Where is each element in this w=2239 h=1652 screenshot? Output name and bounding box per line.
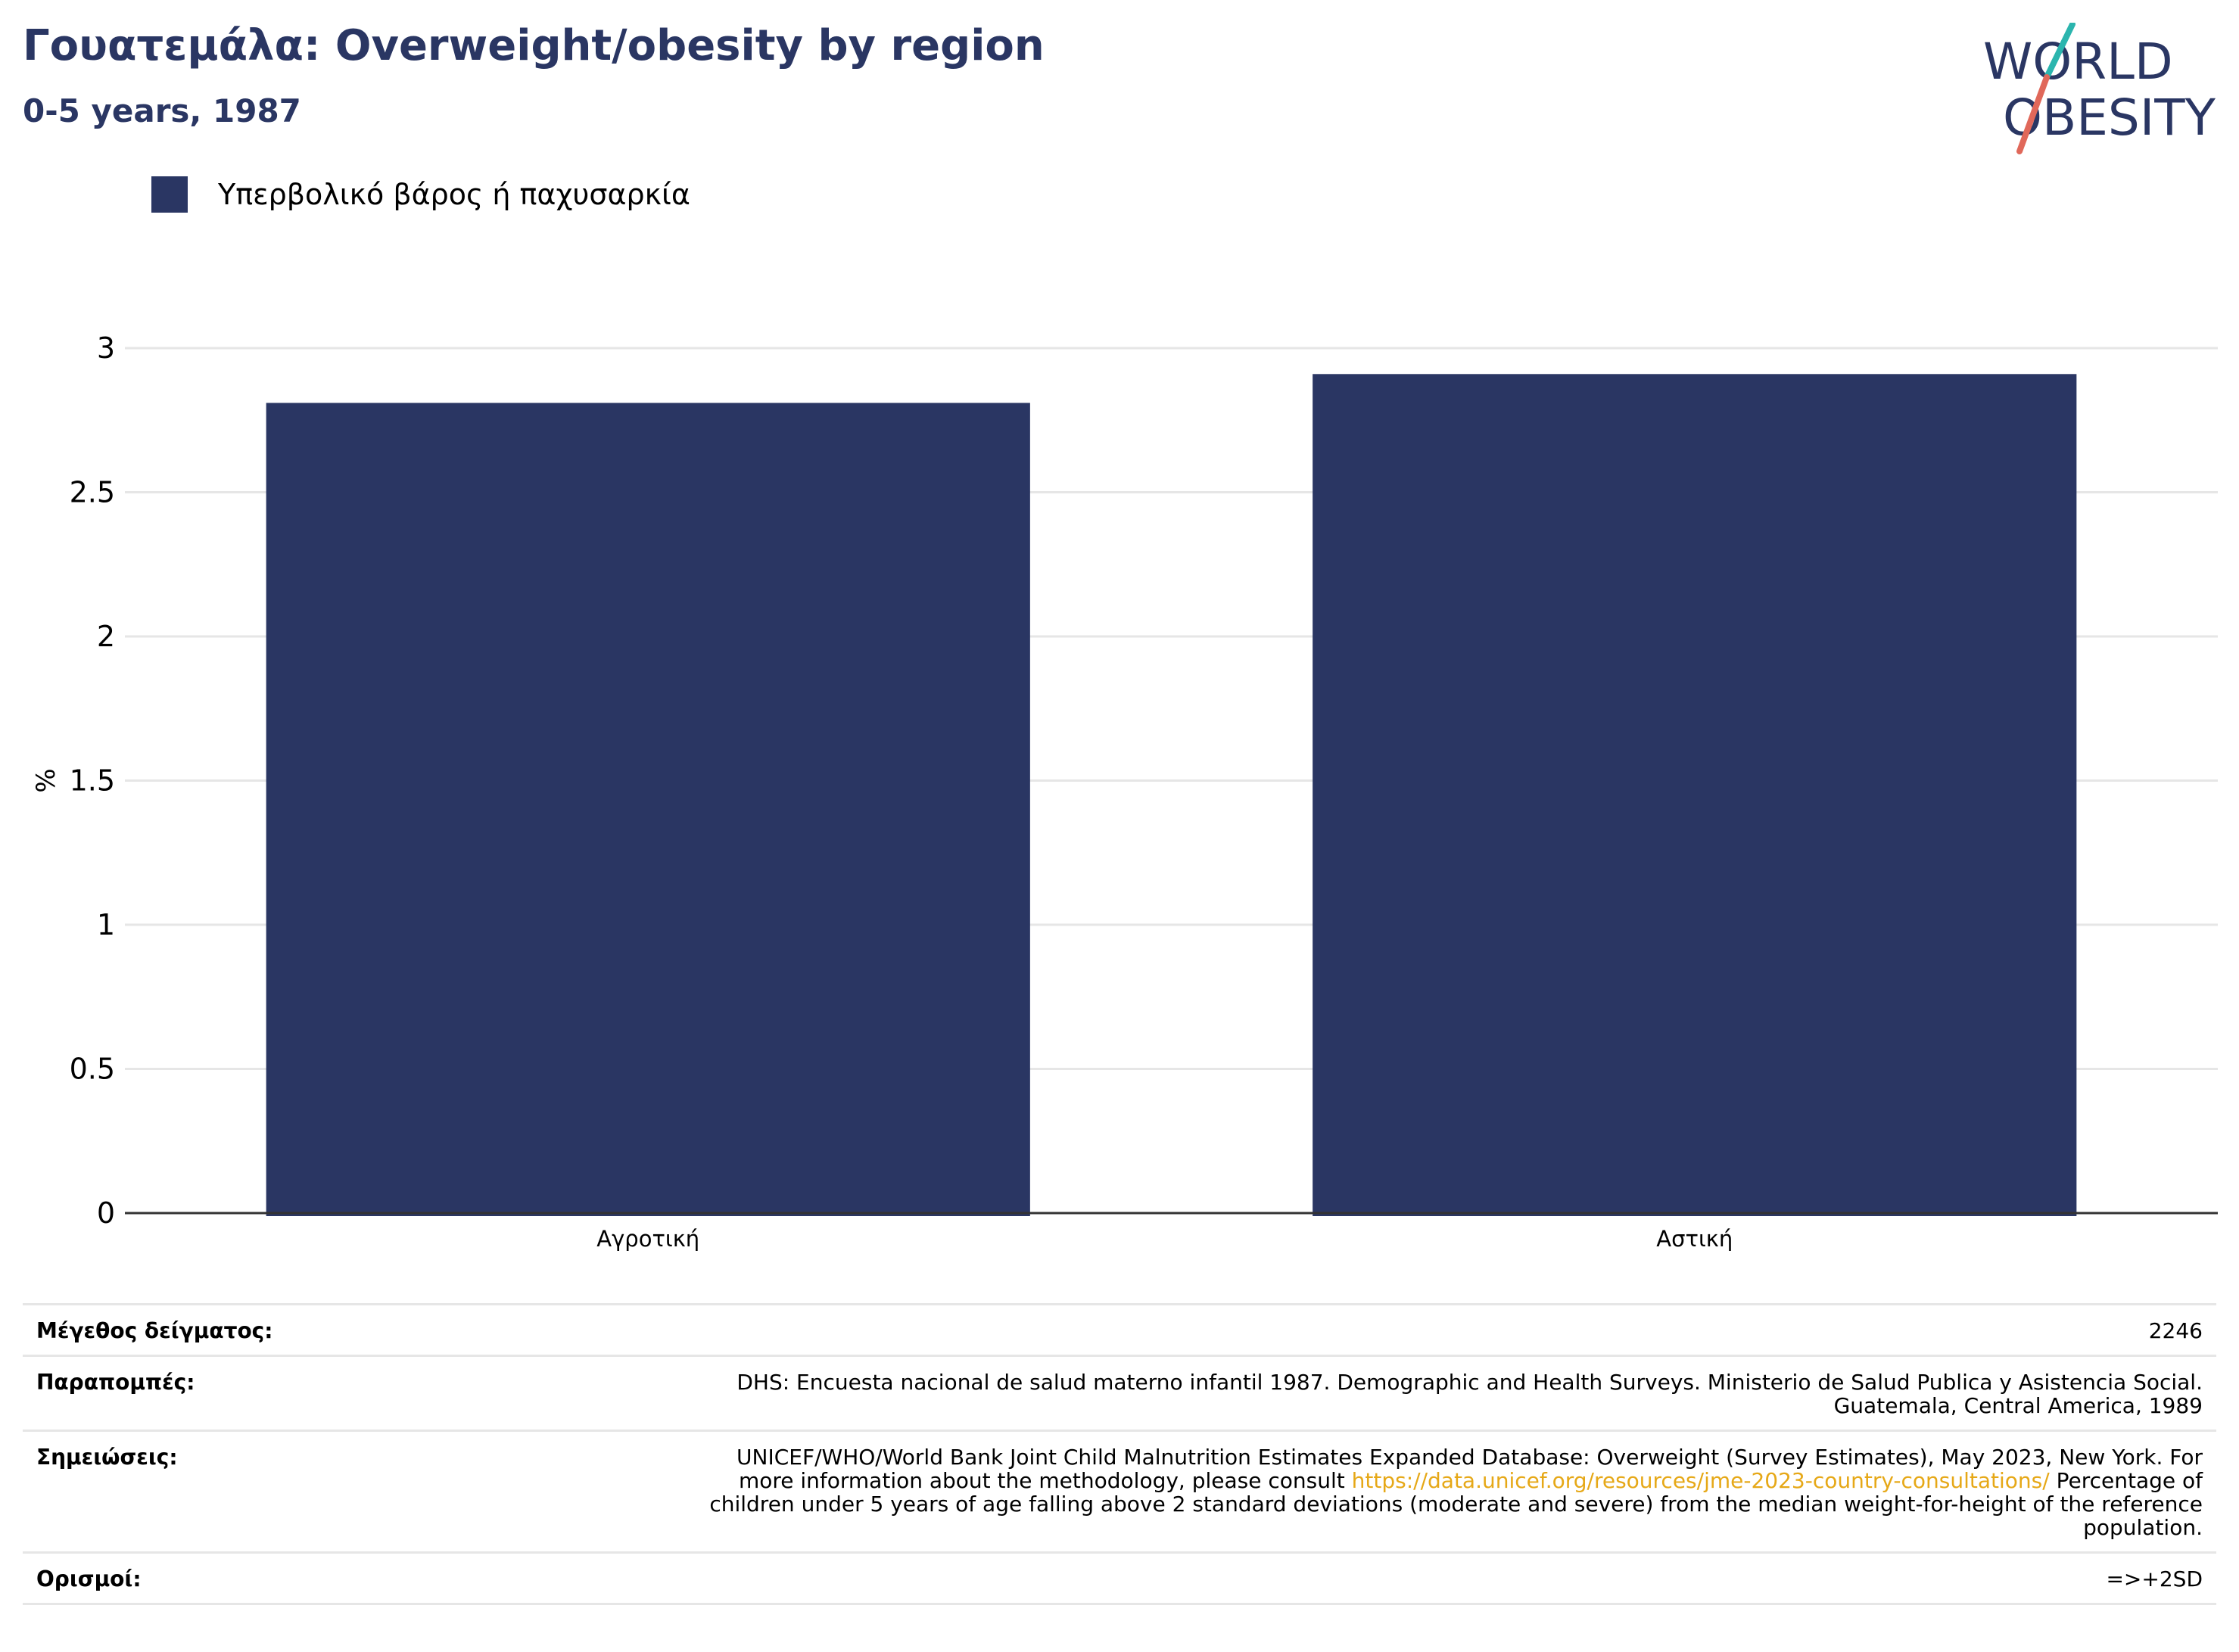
references-row: Παραπομπές: DHS: Encuesta nacional de sa…	[23, 1355, 2216, 1430]
notes-label: Σημειώσεις:	[36, 1445, 178, 1470]
methodology-link[interactable]: https://data.unicef.org/resources/jme-20…	[1351, 1468, 2050, 1493]
bar	[1313, 374, 2077, 1216]
logo-word-world: WORLD	[1983, 33, 2173, 91]
references-line-1: DHS: Encuesta nacional de salud materno …	[736, 1370, 2203, 1395]
metadata-table: Μέγεθος δείγματος: 2246 Παραπομπές: DHS:…	[23, 1303, 2216, 1605]
references-label: Παραπομπές:	[36, 1370, 195, 1395]
legend-swatch	[151, 176, 188, 213]
y-tick-label: 3	[97, 331, 115, 365]
notes-row: Σημειώσεις: UNICEF/WHO/World Bank Joint …	[23, 1430, 2216, 1551]
y-tick-label: 2	[97, 620, 115, 653]
bar-chart: 0 0.5 1 1.5 2 2.5 3% Αγροτική Αστική	[31, 331, 2218, 1252]
references-value: DHS: Encuesta nacional de salud materno …	[736, 1370, 2203, 1417]
y-tick-label: 2.5	[70, 476, 115, 509]
bar	[266, 403, 1030, 1216]
references-line-2: Guatemala, Central America, 1989	[1833, 1393, 2203, 1418]
definitions-value: =>+2SD	[2106, 1566, 2203, 1591]
logo-slash-teal	[2044, 23, 2076, 80]
y-tick-label: 1.5	[70, 764, 115, 798]
logo-slash-red	[2016, 74, 2050, 154]
y-tick-label: 1	[97, 908, 115, 941]
notes-line-2-pre: more information about the methodology, …	[738, 1468, 1352, 1493]
world-obesity-logo: WORLD OBESITY	[1983, 23, 2216, 154]
definitions-row: Ορισμοί: =>+2SD	[23, 1551, 2216, 1605]
sample-size-label: Μέγεθος δείγματος:	[36, 1318, 273, 1343]
sample-size-row: Μέγεθος δείγματος: 2246	[23, 1303, 2216, 1355]
definitions-label: Ορισμοί:	[36, 1566, 142, 1591]
chart-subtitle: 0-5 years, 1987	[23, 92, 301, 129]
y-tick-label: 0.5	[70, 1053, 115, 1086]
x-tick-label: Αγροτική	[596, 1226, 699, 1252]
chart-title: Γουατεμάλα: Overweight/obesity by region	[23, 21, 1045, 70]
notes-line-1: UNICEF/WHO/World Bank Joint Child Malnut…	[736, 1445, 2203, 1470]
notes-line-4: population.	[2083, 1515, 2203, 1540]
legend: Υπερβολικό βάρος ή παχυσαρκία	[151, 176, 690, 213]
x-tick-label: Αστική	[1656, 1226, 1733, 1252]
y-tick-label: 0	[97, 1196, 115, 1230]
y-axis-label: %	[31, 768, 61, 792]
notes-line-3: children under 5 years of age falling ab…	[709, 1492, 2203, 1517]
legend-label: Υπερβολικό βάρος ή παχυσαρκία	[218, 178, 690, 211]
notes-line-2-post: Percentage of	[2049, 1468, 2203, 1493]
notes-value: UNICEF/WHO/World Bank Joint Child Malnut…	[709, 1445, 2203, 1539]
sample-size-value: 2246	[2148, 1318, 2203, 1343]
